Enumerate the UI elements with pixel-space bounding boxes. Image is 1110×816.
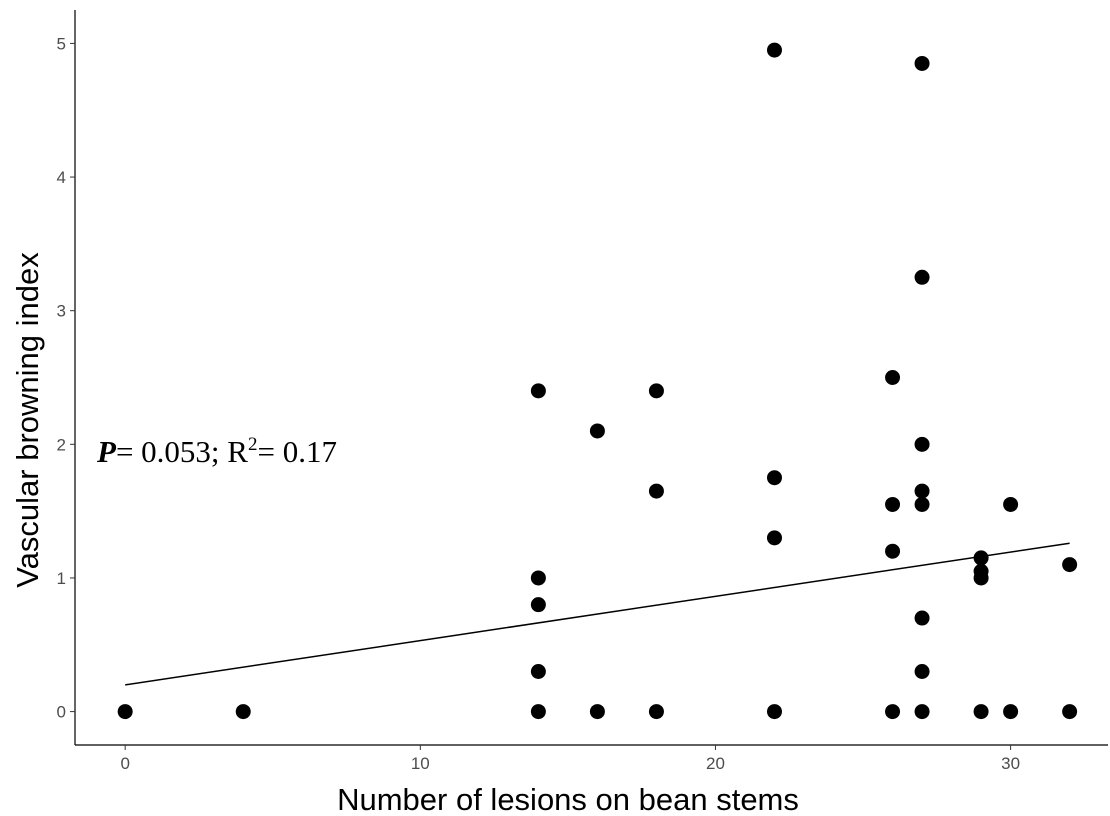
data-point <box>914 436 930 452</box>
data-point <box>117 704 133 720</box>
p-symbol: P <box>96 434 117 469</box>
data-point <box>914 704 930 720</box>
data-point <box>885 704 901 720</box>
y-tick-label: 2 <box>57 435 66 454</box>
y-tick-label: 4 <box>57 168 66 187</box>
data-point <box>648 704 664 720</box>
data-point <box>648 483 664 499</box>
data-point <box>973 704 989 720</box>
x-tick-label: 0 <box>120 754 129 773</box>
data-point <box>914 269 930 285</box>
x-tick-label: 10 <box>411 754 430 773</box>
data-point <box>766 42 782 58</box>
y-tick-label: 1 <box>57 569 66 588</box>
data-point <box>973 563 989 579</box>
data-point <box>885 543 901 559</box>
trend-line-group <box>125 542 1070 686</box>
data-point <box>914 483 930 499</box>
data-point <box>589 423 605 439</box>
data-point <box>530 570 546 586</box>
stats-annotation: P= 0.053; R2= 0.17 <box>96 434 337 469</box>
data-point <box>530 597 546 613</box>
data-point <box>1062 704 1078 720</box>
y-tick-label: 3 <box>57 302 66 321</box>
r2-superscript: 2 <box>248 434 258 455</box>
r2-value-text: = 0.17 <box>257 434 336 469</box>
axes <box>74 10 1108 746</box>
x-tick-label: 30 <box>1001 754 1020 773</box>
y-tick-label: 0 <box>57 703 66 722</box>
data-point <box>766 470 782 486</box>
ticks: 0 10 20 30 0 1 2 3 4 5 <box>57 34 1021 773</box>
data-point <box>766 530 782 546</box>
data-point <box>914 610 930 626</box>
data-point <box>589 704 605 720</box>
data-point <box>1003 704 1019 720</box>
data-point <box>914 496 930 512</box>
y-tick-label: 5 <box>57 34 66 53</box>
data-point <box>766 704 782 720</box>
data-point <box>914 55 930 71</box>
p-value-text: = 0.053; R <box>116 434 248 469</box>
x-tick-label: 20 <box>706 754 725 773</box>
data-points <box>117 42 1078 720</box>
data-point <box>530 383 546 399</box>
data-point <box>1003 496 1019 512</box>
data-point <box>235 704 251 720</box>
data-point <box>885 496 901 512</box>
data-point <box>885 370 901 385</box>
x-axis-title: Number of lesions on bean stems <box>337 782 799 816</box>
data-point <box>530 704 546 720</box>
data-point <box>914 664 930 679</box>
trend-line <box>125 542 1070 686</box>
data-point <box>648 383 664 399</box>
data-point <box>973 550 989 566</box>
y-axis-title: Vascular browning index <box>10 252 45 588</box>
data-point <box>530 664 546 679</box>
data-point <box>1062 557 1078 573</box>
